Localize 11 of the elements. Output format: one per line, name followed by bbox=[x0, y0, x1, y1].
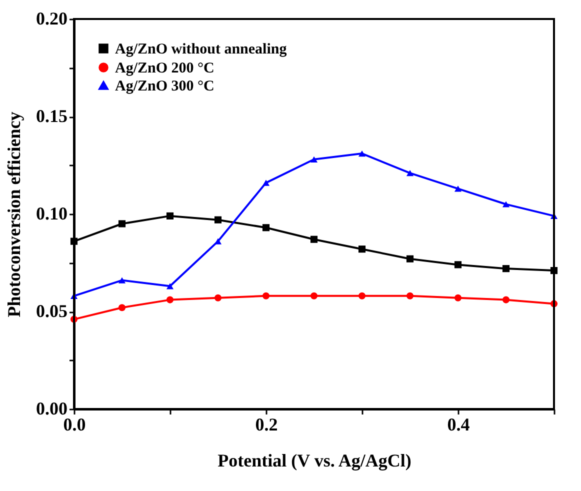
legend-label: Ag/ZnO 300 °C bbox=[115, 78, 214, 94]
y-tick-label: 0.05 bbox=[36, 301, 68, 321]
y-axis-title: Photoconversion efficiency bbox=[4, 112, 24, 318]
y-tick-label: 0.15 bbox=[36, 106, 68, 126]
legend-label: Ag/ZnO 200 °C bbox=[115, 60, 214, 76]
legend-label: Ag/ZnO without annealing bbox=[115, 42, 288, 58]
x-axis-title: Potential (V vs. Ag/AgCl) bbox=[218, 450, 412, 470]
y-tick-label: 0.10 bbox=[36, 204, 68, 224]
x-tick-label: 0.4 bbox=[447, 414, 470, 434]
x-tick-label: 0.2 bbox=[255, 414, 278, 434]
y-tick-label: 0.20 bbox=[36, 8, 68, 28]
